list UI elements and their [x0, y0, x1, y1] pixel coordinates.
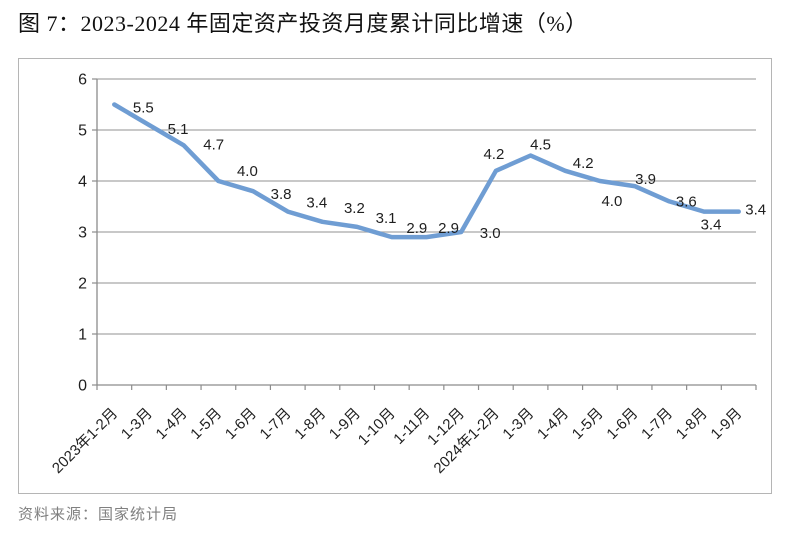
- svg-text:3.4: 3.4: [701, 217, 722, 234]
- svg-text:3.8: 3.8: [271, 186, 292, 203]
- axes: [92, 78, 757, 390]
- svg-text:2.9: 2.9: [406, 220, 427, 237]
- svg-text:1-3月: 1-3月: [118, 405, 156, 443]
- x-axis-labels: 2023年1-2月1-3月1-4月1-5月1-6月1-7月1-8月1-9月1-1…: [49, 405, 745, 477]
- svg-text:4.7: 4.7: [203, 136, 224, 153]
- svg-text:1-8月: 1-8月: [673, 405, 711, 443]
- svg-text:1: 1: [78, 327, 87, 344]
- svg-text:0: 0: [78, 378, 87, 395]
- source-note: 资料来源：国家统计局: [18, 507, 179, 523]
- data-labels: 5.5 5.1 4.7 4.0 3.8 3.4 3.2 3.1 2.9 2.9 3.0 4.2 4.5 4…: [133, 100, 766, 243]
- svg-text:1-9月: 1-9月: [708, 405, 746, 443]
- svg-text:1-5月: 1-5月: [569, 405, 607, 443]
- chart-frame: 0 1 2 3 4 5 6 2023年1-2月 1-3月 1-4月 1-5月 1-6月 1-7月 1-8月…: [18, 58, 772, 494]
- svg-text:3.1: 3.1: [376, 210, 397, 227]
- svg-text:1-6月: 1-6月: [222, 405, 260, 443]
- svg-text:4.0: 4.0: [237, 163, 258, 180]
- svg-text:5.1: 5.1: [168, 121, 189, 138]
- svg-text:1-11月: 1-11月: [390, 405, 433, 448]
- svg-text:1-8月: 1-8月: [291, 405, 329, 443]
- svg-text:1-3月: 1-3月: [499, 405, 537, 443]
- investment-growth-line-chart: 01234562023年1-2月1-3月1-4月1-5月1-6月1-7月1-8月…: [49, 72, 766, 477]
- svg-text:3.0: 3.0: [480, 225, 501, 242]
- y-axis-labels: 0 1 2 3 4 5 6: [78, 72, 87, 395]
- svg-text:4.2: 4.2: [483, 146, 504, 163]
- series-line: [112, 102, 741, 240]
- svg-text:1-10月: 1-10月: [355, 405, 399, 449]
- svg-text:3.2: 3.2: [344, 200, 365, 217]
- svg-text:2023年1-2月: 2023年1-2月: [49, 405, 121, 477]
- svg-text:2: 2: [78, 276, 87, 293]
- svg-text:3.6: 3.6: [676, 193, 697, 210]
- svg-text:1-7月: 1-7月: [257, 405, 295, 443]
- svg-text:4: 4: [78, 174, 87, 191]
- svg-text:1-6月: 1-6月: [603, 405, 641, 443]
- svg-text:3.4: 3.4: [745, 202, 766, 219]
- svg-text:1-5月: 1-5月: [187, 405, 225, 443]
- svg-text:5.5: 5.5: [133, 100, 154, 117]
- svg-text:4.0: 4.0: [601, 193, 622, 210]
- svg-text:4.2: 4.2: [573, 155, 594, 172]
- svg-text:3.9: 3.9: [635, 171, 656, 188]
- svg-text:6: 6: [78, 72, 87, 89]
- svg-text:4.5: 4.5: [530, 137, 551, 154]
- svg-text:1-7月: 1-7月: [638, 405, 676, 443]
- gridlines: [97, 78, 756, 335]
- svg-text:1-4月: 1-4月: [534, 405, 572, 443]
- svg-text:3.4: 3.4: [306, 195, 327, 212]
- svg-text:3: 3: [78, 225, 87, 242]
- svg-text:1-4月: 1-4月: [153, 405, 191, 443]
- figure-title: 图 7：2023-2024 年固定资产投资月度累计同比增速（%）: [18, 11, 588, 36]
- svg-text:5: 5: [78, 123, 87, 140]
- svg-text:2.9: 2.9: [438, 220, 459, 237]
